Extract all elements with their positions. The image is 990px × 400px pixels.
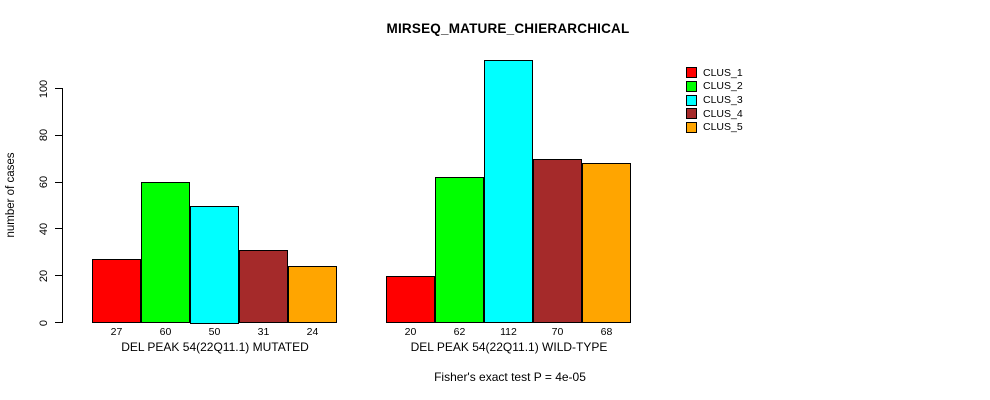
y-axis-label: number of cases bbox=[5, 152, 17, 238]
bar-value-label: 24 bbox=[306, 326, 319, 338]
bar-clus_3-group1 bbox=[190, 205, 239, 324]
bar-value-label: 20 bbox=[404, 326, 417, 338]
y-axis-tick bbox=[55, 134, 62, 136]
group-label-wild-type: DEL PEAK 54(22Q11.1) WILD-TYPE bbox=[410, 340, 608, 354]
bar-clus_2-group2 bbox=[435, 177, 484, 324]
y-axis-tick-label: 0 bbox=[38, 319, 50, 326]
y-axis-tick-label: 40 bbox=[38, 222, 50, 236]
y-axis-line bbox=[62, 88, 63, 323]
bar-clus_5-group1 bbox=[288, 266, 337, 324]
bar-clus_1-group2 bbox=[386, 275, 435, 324]
y-axis-tick bbox=[55, 322, 62, 323]
fisher-test-annotation: Fisher's exact test P = 4e-05 bbox=[434, 370, 586, 384]
y-axis-tick bbox=[55, 88, 62, 89]
legend-label: CLUS_4 bbox=[703, 107, 743, 120]
legend-row: CLUS_4 bbox=[686, 107, 743, 121]
bar-value-label: 27 bbox=[110, 326, 123, 338]
bar-value-label: 70 bbox=[551, 326, 564, 338]
chart-title: MIRSEQ_MATURE_CHIERARCHICAL bbox=[386, 21, 630, 36]
legend-swatch-clus_5 bbox=[686, 122, 697, 134]
bar-clus_3-group2 bbox=[484, 60, 533, 324]
bar-value-label: 50 bbox=[208, 326, 221, 338]
legend-row: CLUS_2 bbox=[686, 80, 743, 94]
legend-swatch-clus_3 bbox=[686, 94, 697, 106]
bar-value-label: 31 bbox=[257, 326, 270, 338]
y-axis-tick-label: 20 bbox=[38, 269, 50, 282]
bar-clus_4-group2 bbox=[533, 158, 582, 324]
legend-swatch-clus_2 bbox=[686, 81, 697, 93]
y-axis-tick-label: 80 bbox=[38, 129, 50, 142]
bar-clus_5-group2 bbox=[582, 163, 631, 324]
legend-swatch-clus_4 bbox=[686, 108, 697, 120]
legend-label: CLUS_2 bbox=[703, 80, 743, 93]
legend-row: CLUS_1 bbox=[686, 66, 743, 80]
bar-value-label: 68 bbox=[600, 326, 613, 338]
y-axis-tick-label: 100 bbox=[38, 79, 50, 98]
bar-clus_1-group1 bbox=[92, 259, 141, 324]
bar-value-label: 60 bbox=[159, 326, 172, 338]
legend-row: CLUS_5 bbox=[686, 121, 743, 135]
legend-swatch-clus_1 bbox=[686, 67, 697, 79]
y-axis-tick-label: 60 bbox=[38, 175, 50, 189]
legend: CLUS_1 CLUS_2 CLUS_3 CLUS_4 CLUS_5 bbox=[686, 66, 743, 134]
legend-label: CLUS_3 bbox=[703, 93, 743, 106]
legend-row: CLUS_3 bbox=[686, 93, 743, 107]
legend-label: CLUS_1 bbox=[703, 66, 743, 79]
bar-value-label: 112 bbox=[500, 326, 517, 338]
group-label-mutated: DEL PEAK 54(22Q11.1) MUTATED bbox=[121, 340, 309, 354]
y-axis-tick bbox=[55, 181, 62, 183]
bar-clus_4-group1 bbox=[239, 249, 288, 324]
bar-clus_2-group1 bbox=[141, 182, 190, 324]
y-axis-tick bbox=[55, 275, 62, 277]
y-axis-tick bbox=[55, 228, 62, 230]
bar-value-label: 62 bbox=[453, 326, 466, 338]
legend-label: CLUS_5 bbox=[703, 121, 743, 134]
